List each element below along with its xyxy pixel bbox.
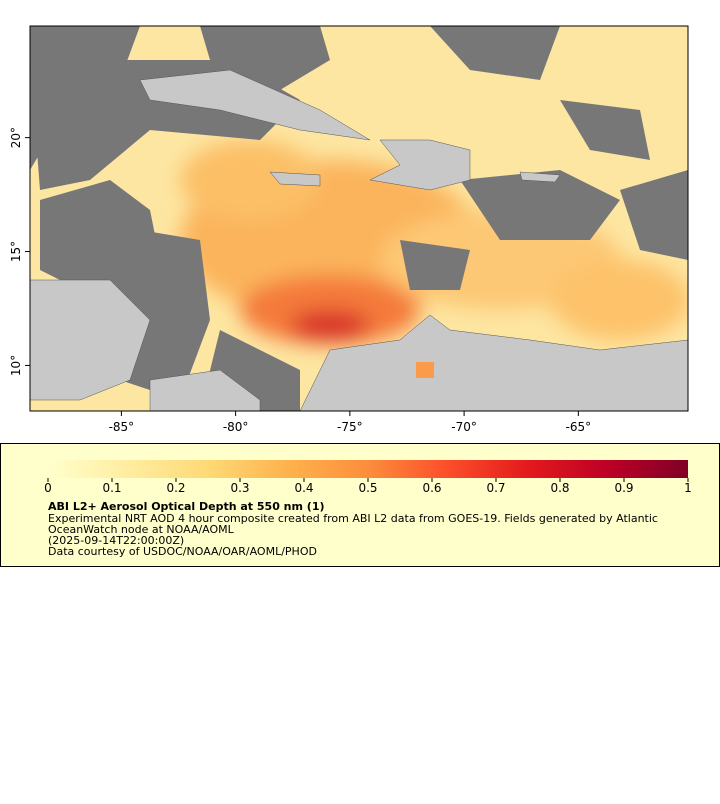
x-tick-label: -80° xyxy=(223,420,249,434)
colorbar-tick-label: 0.7 xyxy=(486,481,505,495)
colorbar-tick-label: 0.3 xyxy=(230,481,249,495)
legend-line: Experimental NRT AOD 4 hour composite cr… xyxy=(48,512,658,525)
colorbar-tick-label: 0.9 xyxy=(614,481,633,495)
y-tick-label: 15° xyxy=(9,241,23,262)
x-tick-label: -70° xyxy=(451,420,477,434)
map-image xyxy=(30,26,688,411)
legend-line: OceanWatch node at NOAA/AOML xyxy=(48,523,235,536)
x-tick-label: -65° xyxy=(566,420,592,434)
y-tick-label: 10° xyxy=(9,355,23,376)
colorbar-tick-label: 0.2 xyxy=(166,481,185,495)
x-tick-label: -75° xyxy=(337,420,363,434)
y-tick-label: 20° xyxy=(9,127,23,148)
colorbar-tick-label: 0.5 xyxy=(358,481,377,495)
colorbar-tick-label: 0.8 xyxy=(550,481,569,495)
colorbar xyxy=(48,460,688,478)
legend-line: Data courtesy of USDOC/NOAA/OAR/AOML/PHO… xyxy=(48,545,317,558)
legend-title: ABI L2+ Aerosol Optical Depth at 550 nm … xyxy=(48,500,325,513)
map-frame xyxy=(29,25,689,412)
colorbar-tick-label: 0.6 xyxy=(422,481,441,495)
legend-line: (2025-09-14T22:00:00Z) xyxy=(48,534,184,547)
colorbar-tick-label: 0.4 xyxy=(294,481,313,495)
colorbar-tick-label: 0 xyxy=(44,481,52,495)
x-tick-label: -85° xyxy=(109,420,135,434)
colorbar-tick-label: 1 xyxy=(684,481,692,495)
colorbar-tick-label: 0.1 xyxy=(102,481,121,495)
